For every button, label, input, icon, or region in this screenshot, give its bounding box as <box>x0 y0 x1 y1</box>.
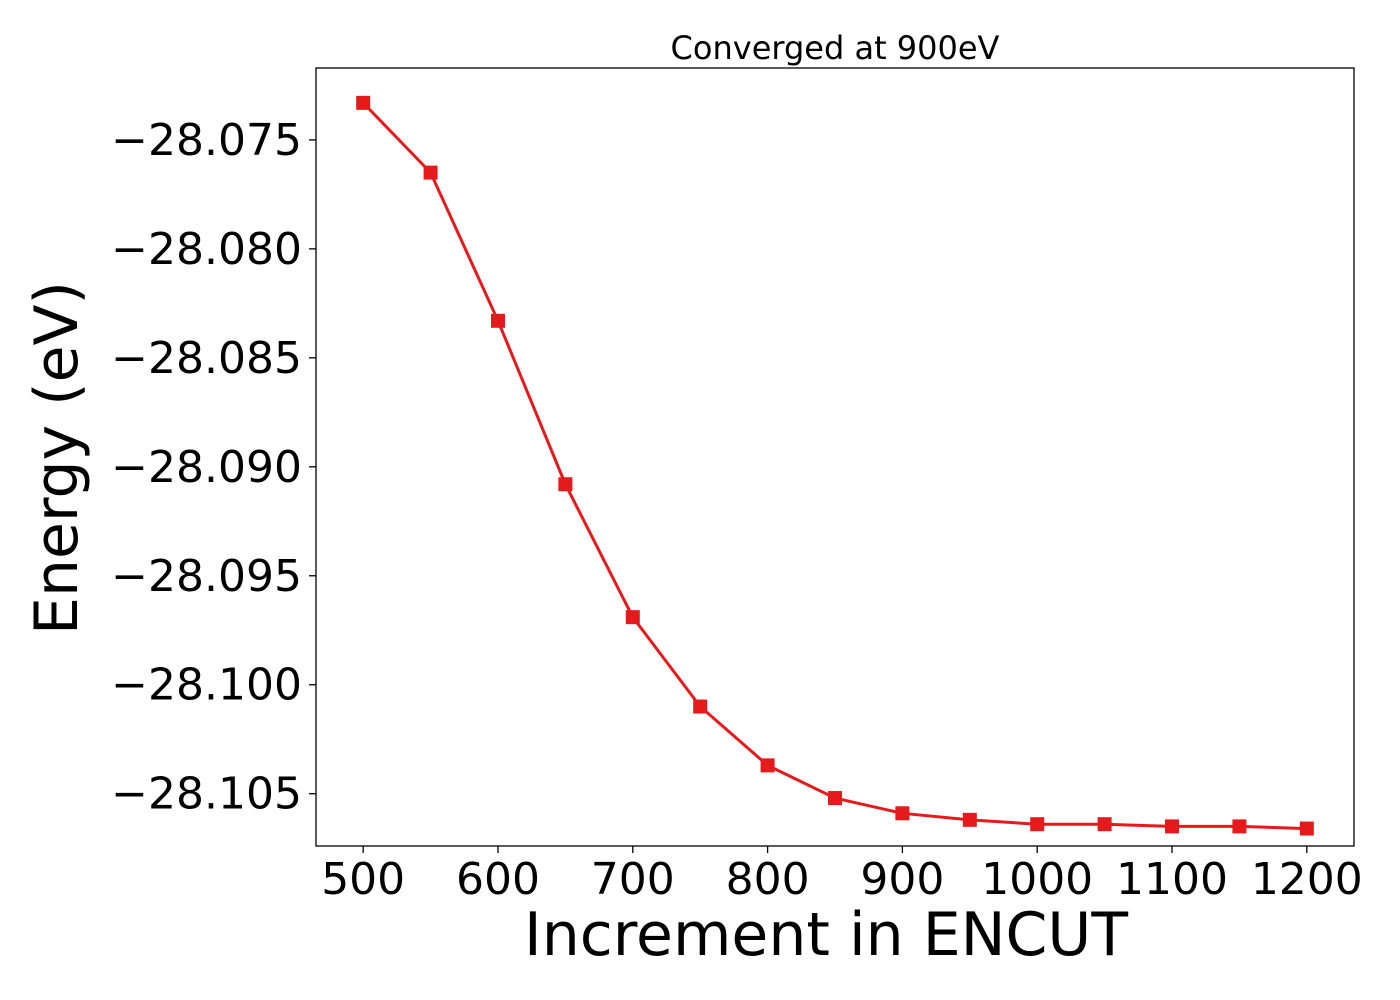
y-tick-label: −28.080 <box>111 224 302 275</box>
y-tick-label: −28.105 <box>111 769 302 820</box>
y-tick-label: −28.090 <box>111 442 302 493</box>
data-point-marker <box>895 806 910 821</box>
data-point-marker <box>962 812 977 827</box>
x-tick-label: 800 <box>726 854 810 905</box>
y-tick-label: −28.085 <box>111 333 302 384</box>
plot-area-frame <box>315 67 1355 847</box>
y-axis-ticks: −28.075 −28.080 −28.085 −28.090 −28.095 −28.1… <box>111 115 316 820</box>
data-series-layer <box>356 95 1314 836</box>
x-tick-label: 1100 <box>1116 854 1228 905</box>
data-point-marker <box>625 610 640 625</box>
data-point-marker <box>1030 817 1045 832</box>
x-axis-label: Increment in ENCUT <box>524 900 1128 970</box>
chart-title: Converged at 900eV <box>671 29 1000 67</box>
y-axis-label: Energy (eV) <box>22 281 92 635</box>
data-point-marker <box>828 791 842 806</box>
x-tick-label: 700 <box>591 854 675 905</box>
x-tick-label: 500 <box>321 854 405 905</box>
x-axis-ticks: 500 600 700 800 900 1000 1100 1200 <box>321 846 1363 905</box>
x-tick-label: 1200 <box>1251 854 1363 905</box>
data-point-marker <box>1097 817 1112 832</box>
x-tick-label: 900 <box>860 854 944 905</box>
data-point-marker <box>693 699 708 714</box>
x-tick-label: 600 <box>456 854 540 905</box>
data-point-marker <box>1165 819 1180 834</box>
y-tick-label: −28.075 <box>111 115 302 166</box>
data-point-marker <box>1232 819 1247 834</box>
data-point-marker <box>490 313 505 328</box>
data-point-marker <box>558 477 573 492</box>
x-tick-label: 1000 <box>981 854 1093 905</box>
series-line <box>362 101 1307 831</box>
y-tick-label: −28.100 <box>111 660 302 711</box>
data-point-marker <box>356 95 371 110</box>
data-point-marker <box>760 758 775 773</box>
y-tick-label: −28.095 <box>111 551 302 602</box>
data-point-marker <box>423 165 438 180</box>
data-point-marker <box>1299 821 1314 836</box>
